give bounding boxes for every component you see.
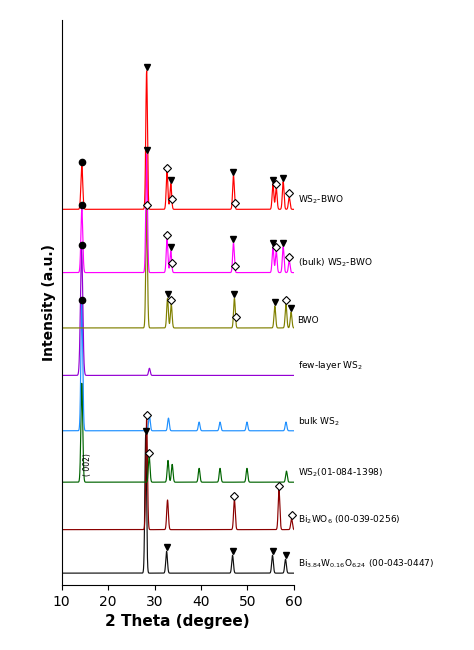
Text: Bi$_2$WO$_6$ (00-039-0256): Bi$_2$WO$_6$ (00-039-0256) bbox=[298, 514, 400, 526]
Y-axis label: Intensity (a.u.): Intensity (a.u.) bbox=[42, 244, 56, 361]
Text: bulk WS$_2$: bulk WS$_2$ bbox=[298, 415, 340, 428]
Text: (bulk) WS$_2$-BWO: (bulk) WS$_2$-BWO bbox=[298, 257, 373, 270]
X-axis label: 2 Theta (degree): 2 Theta (degree) bbox=[105, 614, 250, 629]
Text: few-layer WS$_2$: few-layer WS$_2$ bbox=[298, 359, 363, 372]
Text: BWO: BWO bbox=[298, 316, 319, 325]
Text: WS$_2$-BWO: WS$_2$-BWO bbox=[298, 194, 343, 206]
Text: Bi$_{3.84}$W$_{0.16}$O$_{6.24}$ (00-043-0447): Bi$_{3.84}$W$_{0.16}$O$_{6.24}$ (00-043-… bbox=[298, 558, 434, 570]
Text: ( 002): ( 002) bbox=[83, 454, 92, 476]
Text: WS$_2$(01-084-1398): WS$_2$(01-084-1398) bbox=[298, 467, 383, 479]
